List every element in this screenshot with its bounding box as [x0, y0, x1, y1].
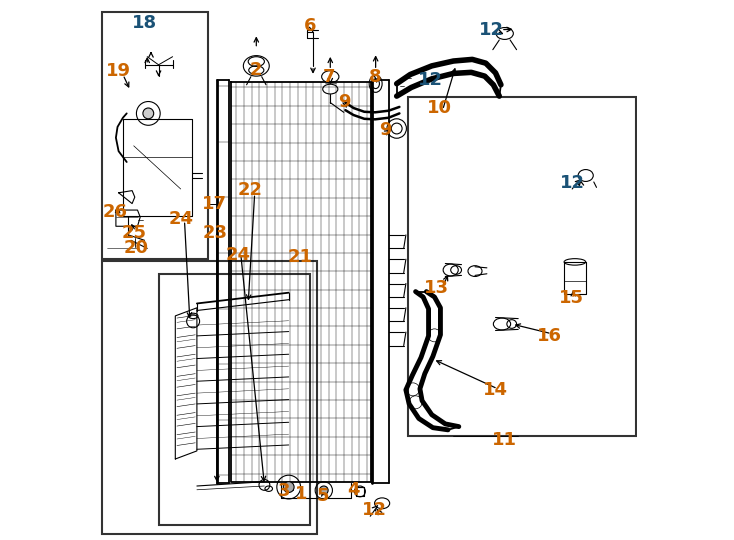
- Text: 13: 13: [424, 279, 448, 297]
- Text: 6: 6: [304, 17, 316, 35]
- Text: 12: 12: [560, 173, 585, 192]
- Text: 20: 20: [123, 239, 148, 258]
- Text: 15: 15: [559, 289, 584, 307]
- Text: 18: 18: [132, 14, 157, 32]
- Text: 14: 14: [483, 381, 508, 399]
- Text: 8: 8: [369, 68, 382, 86]
- Bar: [407, 97, 636, 436]
- Circle shape: [319, 486, 328, 495]
- Text: 11: 11: [493, 431, 517, 449]
- Text: 2: 2: [250, 61, 263, 79]
- Text: 12: 12: [418, 71, 443, 89]
- Text: 17: 17: [203, 195, 228, 213]
- Bar: [159, 274, 310, 525]
- Text: 25: 25: [121, 224, 146, 242]
- Text: 23: 23: [203, 224, 228, 242]
- Text: 10: 10: [427, 99, 452, 117]
- Text: 7: 7: [323, 68, 335, 86]
- Text: 21: 21: [288, 247, 313, 266]
- Text: 22: 22: [238, 181, 263, 199]
- Text: 12: 12: [362, 501, 387, 519]
- Text: 9: 9: [338, 92, 351, 111]
- Text: 3: 3: [277, 482, 290, 501]
- Text: 9: 9: [379, 120, 392, 139]
- Circle shape: [143, 108, 153, 119]
- Text: 12: 12: [479, 21, 504, 39]
- Bar: [103, 12, 208, 259]
- Text: 1: 1: [295, 485, 308, 503]
- Bar: [103, 261, 317, 534]
- Text: 5: 5: [316, 487, 329, 505]
- Text: 24: 24: [226, 246, 251, 264]
- Text: 24: 24: [169, 210, 194, 228]
- Text: 4: 4: [347, 481, 360, 500]
- Text: 19: 19: [106, 62, 131, 80]
- Circle shape: [283, 482, 294, 492]
- Text: 16: 16: [537, 327, 562, 345]
- Text: 26: 26: [103, 202, 128, 221]
